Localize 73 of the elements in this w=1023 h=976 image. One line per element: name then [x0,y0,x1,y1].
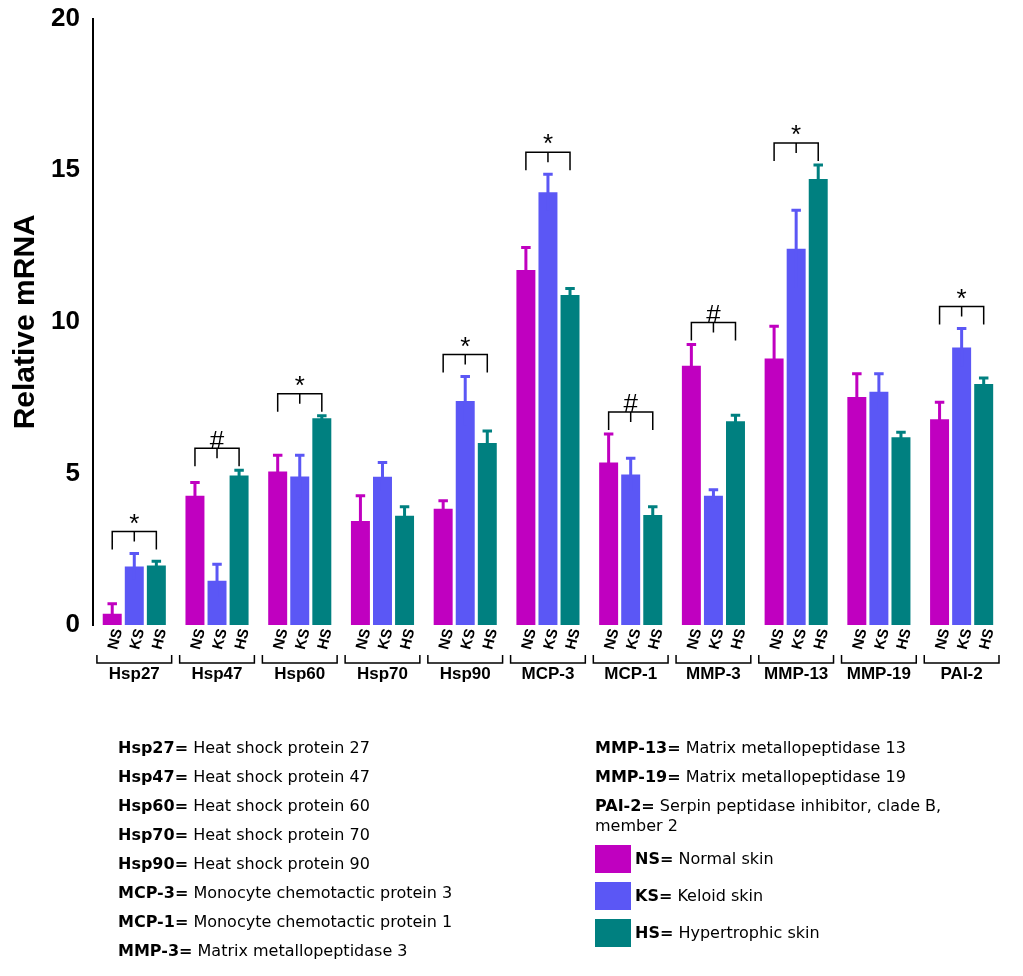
text: KS [621,626,644,651]
y-tick-label: 10 [51,304,80,335]
text: KS [373,626,396,651]
text: Hsp90= Heat shock protein 90 [118,854,371,874]
text: HS [313,626,335,651]
y-tick-label: 5 [65,456,80,487]
text: Hsp70= Heat shock protein 70 [118,825,371,845]
annotation: * [460,330,471,361]
text: KS [952,626,975,651]
text: KS [456,626,479,651]
annotation: * [956,282,967,313]
text: Hsp47= Heat shock protein 47 [118,767,371,787]
text: NS [848,626,870,651]
text: NS [434,626,457,651]
text: HS [644,626,666,651]
text: KS [539,626,561,651]
x-tick-label: MCP-3 [521,664,575,684]
text: HS [230,626,252,651]
text: KS= Keloid skin [634,884,765,907]
text: MMP-13= Matrix metallopeptidase 13 [595,738,907,758]
text: HS [147,626,170,651]
text: HS [726,626,749,651]
text: NS [765,626,788,651]
text: HS [478,626,501,651]
x-tick-label: Hsp27 [108,664,160,684]
text: NS= Normal skin [634,847,775,870]
text: KS [787,626,810,651]
text: HS [809,626,832,651]
x-tick-label: MMP-19 [846,664,912,684]
text: HS [974,626,997,651]
text: NS [682,626,705,651]
text: NS [599,626,622,651]
text: PAI-2= Serpin peptidase inhibitor, clade B, member 2 [595,796,943,836]
x-tick-label: MMP-13 [764,664,829,684]
x-tick-label: MMP-3 [686,664,741,684]
text: KS [208,626,230,651]
x-tick-label: PAI-2 [940,664,983,684]
text: MMP-19= Matrix metallopeptidase 19 [595,767,907,787]
text: KS [870,626,892,651]
annotation: * [791,119,802,150]
text: MMP-3= Matrix metallopeptidase 3 [118,941,409,961]
text: KS [704,626,727,651]
x-tick-label: Hsp60 [274,664,326,684]
text: NS [517,626,539,651]
text: KS [125,626,148,651]
text: MCP-1= Monocyte chemotactic protein 1 [118,912,454,932]
x-tick-label: Hsp47 [191,664,243,684]
text: HS [395,626,418,651]
x-tick-label: Hsp90 [439,664,491,684]
text: NS [351,626,374,651]
text: NS [268,626,291,651]
annotation: * [294,369,305,400]
annotation: # [623,388,639,419]
y-tick-label: 0 [65,608,80,639]
text: KS [291,626,313,651]
x-tick-label: MCP-1 [604,664,658,684]
text: Hsp27= Heat shock protein 27 [118,738,371,758]
annotation: # [706,298,722,329]
annotation: * [129,507,140,538]
x-tick-label: Hsp70 [356,664,409,684]
text: Hsp60= Heat shock protein 60 [118,796,371,816]
text: HS [561,626,583,651]
y-axis-title: Relative mRNA [7,214,41,430]
text: HS [892,626,914,651]
y-tick-label: 15 [51,153,80,184]
text: NS [930,626,953,651]
text: MCP-3= Monocyte chemotactic protein 3 [118,883,454,903]
text: NS [103,626,126,651]
text: NS [186,626,208,651]
text: HS= Hypertrophic skin [634,921,821,944]
annotation: * [542,128,554,159]
y-tick-label: 20 [51,1,80,32]
bar [312,418,332,625]
